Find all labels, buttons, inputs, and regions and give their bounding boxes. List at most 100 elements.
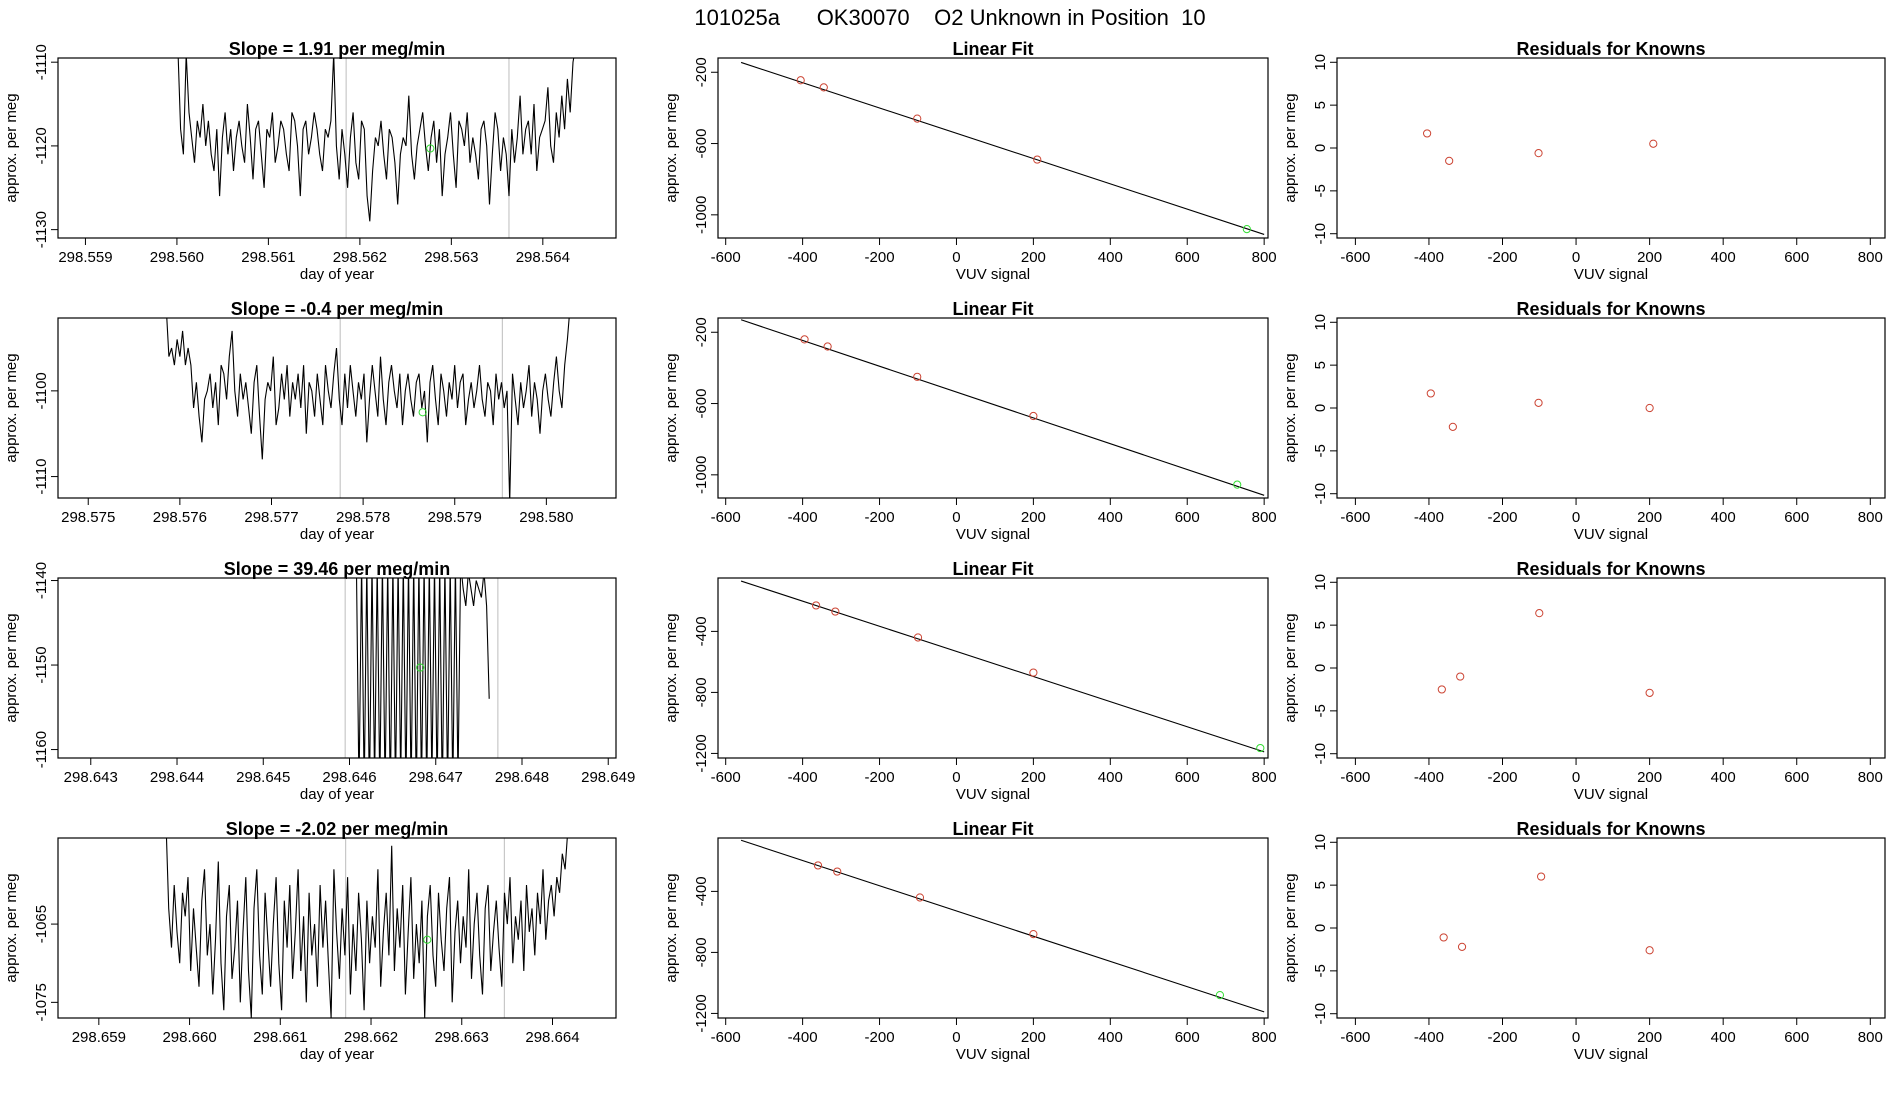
y-tick-label: -600	[693, 129, 710, 159]
unknown-point	[1256, 743, 1265, 753]
x-tick-label: 200	[1021, 249, 1046, 266]
x-tick-label: 400	[1098, 769, 1123, 786]
x-tick-label: 600	[1175, 769, 1200, 786]
y-tick-label: -5	[1312, 964, 1329, 977]
y-tick-label: -1065	[33, 905, 50, 943]
x-tick-label: -200	[865, 249, 895, 266]
y-tick-label: -1075	[33, 983, 50, 1021]
x-tick-label: 200	[1637, 769, 1662, 786]
x-tick-label: 600	[1175, 509, 1200, 526]
plot-frame	[1336, 57, 1886, 239]
y-tick-label: 5	[1312, 621, 1329, 629]
panel-grid: Slope = 1.91 per meg/min 298.559 298.560 29…	[3, 39, 1886, 1063]
x-axis-label: VUV signal	[1574, 266, 1648, 283]
fit-panel: Linear Fit -600 -400 -200 0 200 400 600 800 -400 -…	[663, 819, 1277, 1063]
x-tick-label: 298.645	[236, 769, 290, 786]
x-tick-label: 600	[1784, 509, 1809, 526]
x-tick-label: -600	[711, 1029, 741, 1046]
unknown-point	[1242, 224, 1251, 234]
y-axis-label: approx. per meg	[663, 873, 680, 982]
panel-title: Slope = 39.46 per meg/min	[224, 559, 451, 579]
y-axis-label: approx. per meg	[663, 613, 680, 722]
fit-panel: Linear Fit -600 -400 -200 0 200 400 600 800 -200 -…	[663, 299, 1277, 543]
residuals-panel: Residuals for Knowns -600 -400 -200 0 200 400 6…	[1282, 819, 1886, 1063]
y-tick-label: 5	[1312, 101, 1329, 109]
x-tick-label: 600	[1784, 1029, 1809, 1046]
known-point	[796, 76, 805, 85]
y-tick-label: -800	[693, 937, 710, 967]
series-line	[356, 578, 490, 758]
x-tick-label: 400	[1711, 1029, 1736, 1046]
y-tick-label: -1200	[693, 734, 710, 772]
known-point	[915, 893, 925, 902]
x-tick-label: 0	[952, 509, 960, 526]
x-axis-label: VUV signal	[1574, 1046, 1648, 1063]
x-tick-label: -600	[711, 509, 741, 526]
plot-frame	[57, 577, 617, 759]
y-tick-label: -1000	[693, 456, 710, 494]
x-axis-label: day of year	[300, 1046, 374, 1063]
x-tick-label: 200	[1021, 509, 1046, 526]
x-tick-label: 800	[1858, 509, 1883, 526]
x-tick-label: 298.576	[153, 509, 207, 526]
x-tick-label: 298.646	[322, 769, 376, 786]
unknown-point	[1233, 480, 1242, 489]
x-tick-label: 400	[1098, 1029, 1123, 1046]
known-point	[913, 114, 922, 123]
y-tick-label: 5	[1312, 361, 1329, 369]
x-tick-label: 800	[1858, 769, 1883, 786]
fit-line	[740, 61, 1265, 235]
y-tick-label: -1100	[33, 372, 50, 409]
x-tick-label: 800	[1252, 509, 1277, 526]
x-tick-label: -200	[1487, 769, 1517, 786]
y-axis-label: approx. per meg	[663, 353, 680, 462]
y-tick-label: -600	[693, 389, 710, 419]
x-tick-label: 298.647	[409, 769, 463, 786]
x-tick-label: -600	[1340, 509, 1370, 526]
x-tick-label: 298.580	[519, 509, 573, 526]
x-tick-label: 0	[1572, 1029, 1580, 1046]
x-tick-label: 298.643	[64, 769, 118, 786]
x-axis-label: day of year	[300, 526, 374, 543]
plot-frame	[1336, 577, 1886, 759]
timeseries-panel: Slope = 39.46 per meg/min 298.643 298.644 2…	[3, 559, 635, 803]
x-tick-label: -600	[1340, 1029, 1370, 1046]
x-tick-label: 200	[1637, 1029, 1662, 1046]
x-tick-label: 400	[1711, 249, 1736, 266]
x-axis-label: VUV signal	[956, 786, 1030, 803]
panel-title: Slope = -0.4 per meg/min	[231, 299, 444, 319]
known-point	[1645, 688, 1654, 697]
x-tick-label: 298.648	[495, 769, 549, 786]
x-tick-label: 298.563	[424, 249, 478, 266]
known-point	[823, 342, 832, 351]
figure-title: 101025a OK30070 O2 Unknown in Position 1…	[694, 5, 1205, 30]
y-tick-label: -800	[693, 677, 710, 707]
x-axis-label: VUV signal	[1574, 786, 1648, 803]
x-tick-label: -400	[1414, 769, 1444, 786]
known-point	[1437, 685, 1446, 694]
known-point	[1033, 155, 1042, 164]
x-tick-label: 298.562	[333, 249, 387, 266]
known-point	[1534, 398, 1543, 407]
x-tick-label: 298.649	[581, 769, 635, 786]
known-point	[1645, 403, 1654, 413]
x-tick-label: 400	[1711, 769, 1736, 786]
plot-frame	[717, 57, 1269, 239]
x-tick-label: 200	[1021, 769, 1046, 786]
known-point	[1029, 411, 1038, 421]
x-tick-label: 400	[1098, 509, 1123, 526]
known-point	[913, 372, 922, 381]
panel-title: Residuals for Knowns	[1516, 819, 1705, 839]
known-point	[811, 601, 821, 610]
x-tick-label: 298.564	[516, 249, 570, 266]
known-point	[1535, 609, 1544, 618]
x-tick-label: 400	[1711, 509, 1736, 526]
unknown-point	[426, 144, 435, 153]
x-tick-label: 200	[1637, 249, 1662, 266]
fit-line	[740, 580, 1265, 753]
y-tick-label: -5	[1312, 444, 1329, 457]
y-axis-label: approx. per meg	[3, 93, 20, 202]
known-point	[1534, 149, 1543, 158]
residuals-panel: Residuals for Knowns -600 -400 -200 0 200 400 6…	[1282, 299, 1886, 543]
x-tick-label: 298.662	[344, 1029, 398, 1046]
